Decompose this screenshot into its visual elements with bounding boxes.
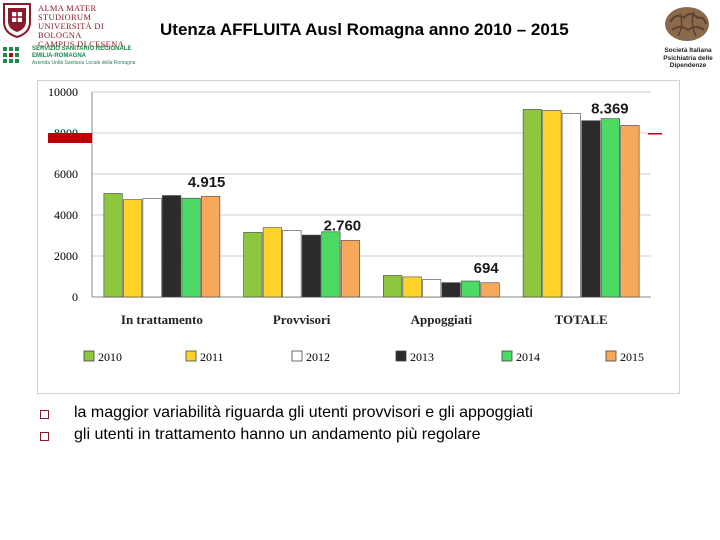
bar-2015 xyxy=(340,240,360,298)
legend-swatch-2015 xyxy=(605,350,617,362)
y-tick-label: 0 xyxy=(72,290,78,304)
bar-2015 xyxy=(620,125,640,298)
legend-label: 2014 xyxy=(516,350,540,364)
bar-2014 xyxy=(600,118,620,298)
bar-2011 xyxy=(542,110,562,298)
data-label: 8.369 xyxy=(591,100,629,117)
square-bullet-icon xyxy=(40,432,49,441)
bar-2012 xyxy=(561,113,581,298)
x-tick-label: TOTALE xyxy=(555,312,608,327)
chart-frame: 1000080006000400020000In trattamentoProv… xyxy=(37,80,680,394)
legend-label: 2010 xyxy=(98,350,122,364)
bar-2013 xyxy=(162,195,182,298)
y-tick-label: 2000 xyxy=(54,249,78,263)
data-label: 694 xyxy=(474,260,500,277)
data-label: 2.760 xyxy=(324,217,362,234)
bar-2010 xyxy=(383,275,403,298)
legend-label: 2013 xyxy=(410,350,434,364)
bar-2012 xyxy=(422,279,442,298)
institution-logos: ALMA MATER STUDIORUM UNIVERSITÀ DI BOLOG… xyxy=(2,2,142,68)
bar-2013 xyxy=(581,120,601,298)
bar-2012 xyxy=(282,230,302,298)
y-tick-label: 6000 xyxy=(54,167,78,181)
legend-swatch-2012 xyxy=(291,350,303,362)
y-tick-label: 4000 xyxy=(54,208,78,222)
legend-swatch-2010 xyxy=(83,350,95,362)
bar-2013 xyxy=(301,234,321,298)
square-bullet-icon xyxy=(40,410,49,419)
society-name: Società Italiana Psichiatria delle Dipen… xyxy=(663,47,713,69)
legend-label: 2011 xyxy=(200,350,224,364)
x-tick-label: Provvisori xyxy=(273,312,331,327)
data-label: 4.915 xyxy=(188,174,226,191)
bar-chart: 1000080006000400020000In trattamentoProv… xyxy=(48,85,651,364)
legend-swatch-2014 xyxy=(501,350,513,362)
university-seal-icon xyxy=(3,3,31,38)
bar-2011 xyxy=(123,199,143,298)
accent-bar-right xyxy=(648,133,662,135)
society-logo: Società Italiana Psichiatria delle Dipen… xyxy=(652,0,720,70)
bar-2010 xyxy=(103,193,123,298)
bar-2015 xyxy=(201,195,221,298)
bar-2011 xyxy=(402,276,422,298)
x-tick-label: Appoggiati xyxy=(411,312,473,327)
bar-2010 xyxy=(243,232,263,298)
university-name: ALMA MATER STUDIORUM UNIVERSITÀ DI BOLOG… xyxy=(38,3,125,49)
accent-bar-left xyxy=(48,133,92,143)
bar-2010 xyxy=(522,109,542,298)
legend-swatch-2011 xyxy=(185,350,197,362)
bar-2014 xyxy=(321,231,341,298)
page-title: Utenza AFFLUITA Ausl Romagna anno 2010 –… xyxy=(160,20,569,39)
bar-2014 xyxy=(181,197,201,298)
list-item: gli utenti in trattamento hanno un andam… xyxy=(40,426,700,448)
legend-swatch-2013 xyxy=(395,350,407,362)
list-item: la maggior variabilità riguarda gli uten… xyxy=(40,404,700,426)
y-tick-label: 10000 xyxy=(48,85,78,99)
region-logo-icon xyxy=(3,47,19,63)
bar-2015 xyxy=(480,282,500,298)
legend-label: 2012 xyxy=(306,350,330,364)
x-tick-label: In trattamento xyxy=(121,312,203,327)
notes-list: la maggior variabilità riguarda gli uten… xyxy=(40,404,700,448)
legend-label: 2015 xyxy=(620,350,644,364)
bar-2013 xyxy=(441,282,461,298)
bar-2012 xyxy=(142,198,162,298)
region-name: SERVIZIO SANITARIO REGIONALE EMILIA-ROMA… xyxy=(32,46,136,66)
bar-2014 xyxy=(461,280,481,298)
bar-2011 xyxy=(262,227,282,298)
brain-icon xyxy=(665,7,709,41)
